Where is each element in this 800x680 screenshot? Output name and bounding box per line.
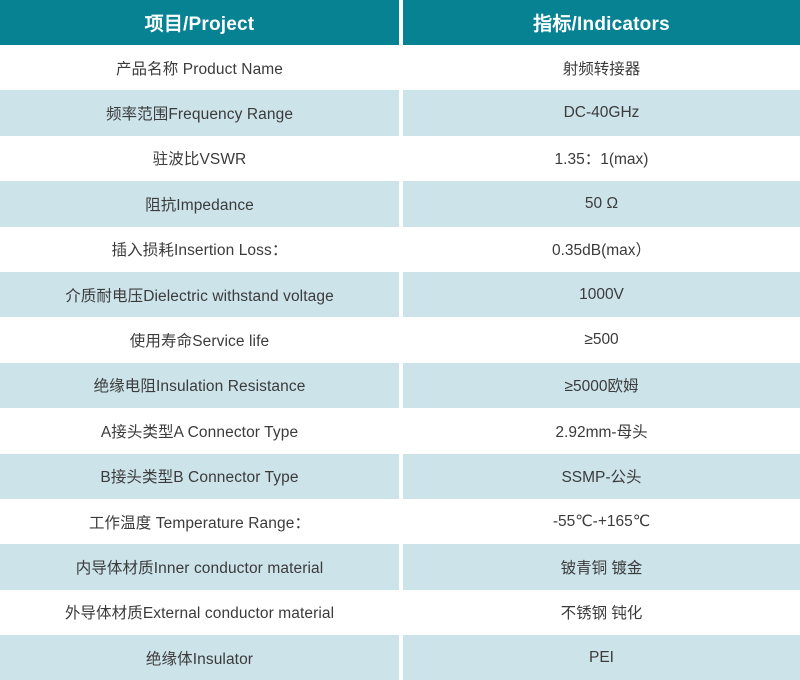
row-value: 1000V: [403, 271, 800, 318]
column-divider: [399, 271, 403, 318]
row-label: 外导体材质External conductor material: [0, 589, 399, 636]
table-row: 工作温度 Temperature Range： -55℃-+165℃: [0, 498, 800, 545]
table-row: 插入损耗Insertion Loss： 0.35dB(max）: [0, 226, 800, 272]
table-row: 绝缘体Insulator PEI: [0, 635, 800, 680]
table-row: 阻抗Impedance 50 Ω: [0, 181, 800, 227]
row-label: 阻抗Impedance: [0, 181, 399, 227]
row-value: SSMP-公头: [403, 453, 800, 499]
row-label: 插入损耗Insertion Loss：: [0, 226, 399, 272]
table-row: 产品名称 Product Name 射频转接器: [0, 45, 800, 91]
row-label: 介质耐电压Dielectric withstand voltage: [0, 271, 399, 318]
column-divider: [399, 317, 403, 363]
row-label: 频率范围Frequency Range: [0, 90, 399, 136]
column-divider: [399, 135, 403, 182]
table-row: 频率范围Frequency Range DC-40GHz: [0, 90, 800, 136]
column-divider: [399, 0, 403, 45]
row-value: ≥5000欧姆: [403, 362, 800, 409]
table-row: 绝缘电阻Insulation Resistance ≥5000欧姆: [0, 362, 800, 409]
row-value: 铍青铜 镀金: [403, 544, 800, 590]
table-row: 驻波比VSWR 1.35：1(max): [0, 135, 800, 182]
row-value: 2.92mm-母头: [403, 408, 800, 454]
row-label: A接头类型A Connector Type: [0, 408, 399, 454]
row-label: 绝缘电阻Insulation Resistance: [0, 362, 399, 409]
row-value: ≥500: [403, 317, 800, 363]
table-header-row: 项目/Project 指标/Indicators: [0, 0, 800, 45]
row-value: 不锈钢 钝化: [403, 589, 800, 636]
column-divider: [399, 45, 403, 91]
row-value: 50 Ω: [403, 181, 800, 227]
row-value: 射频转接器: [403, 45, 800, 91]
table-row: 外导体材质External conductor material 不锈钢 钝化: [0, 589, 800, 636]
column-divider: [399, 181, 403, 227]
column-divider: [399, 362, 403, 409]
column-divider: [399, 90, 403, 136]
row-value: 1.35：1(max): [403, 135, 800, 182]
row-value: DC-40GHz: [403, 90, 800, 136]
column-divider: [399, 635, 403, 680]
row-label: 绝缘体Insulator: [0, 635, 399, 680]
column-divider: [399, 226, 403, 272]
row-label: 驻波比VSWR: [0, 135, 399, 182]
row-value: PEI: [403, 635, 800, 680]
row-label: 内导体材质Inner conductor material: [0, 544, 399, 590]
row-label: 使用寿命Service life: [0, 317, 399, 363]
row-label: 工作温度 Temperature Range：: [0, 498, 399, 545]
table-row: B接头类型B Connector Type SSMP-公头: [0, 453, 800, 499]
row-value: 0.35dB(max）: [403, 226, 800, 272]
column-header-indicators: 指标/Indicators: [403, 0, 800, 45]
column-divider: [399, 453, 403, 499]
column-divider: [399, 408, 403, 454]
row-label: 产品名称 Product Name: [0, 45, 399, 91]
table-row: 介质耐电压Dielectric withstand voltage 1000V: [0, 271, 800, 318]
column-divider: [399, 544, 403, 590]
table-row: 内导体材质Inner conductor material 铍青铜 镀金: [0, 544, 800, 590]
row-value: -55℃-+165℃: [403, 498, 800, 545]
column-header-project: 项目/Project: [0, 0, 399, 45]
table-row: A接头类型A Connector Type 2.92mm-母头: [0, 408, 800, 454]
table-row: 使用寿命Service life ≥500: [0, 317, 800, 363]
row-label: B接头类型B Connector Type: [0, 453, 399, 499]
column-divider: [399, 498, 403, 545]
column-divider: [399, 589, 403, 636]
